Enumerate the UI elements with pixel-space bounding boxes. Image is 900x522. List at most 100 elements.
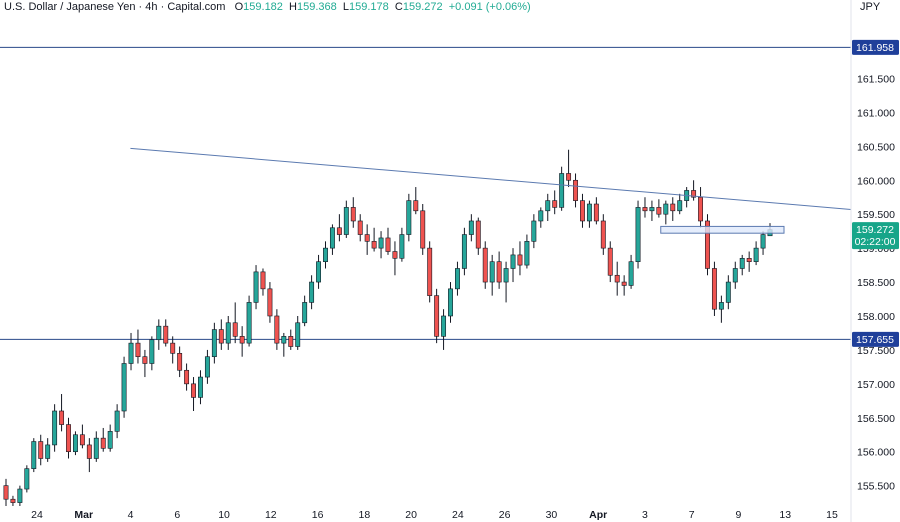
candle-body — [274, 315, 280, 344]
candle-body — [628, 261, 634, 286]
candle-body — [621, 281, 627, 286]
candle-body — [448, 288, 453, 317]
time-tick-label: 3 — [642, 509, 648, 521]
current-price-tag-bg — [852, 222, 899, 250]
candle-body — [468, 220, 474, 235]
candle-body — [218, 329, 224, 344]
candle-body — [545, 200, 551, 212]
candle-body — [323, 247, 328, 262]
candle-body — [93, 437, 99, 459]
time-tick-label: 12 — [265, 509, 277, 521]
candle-body — [475, 220, 481, 249]
price-tick-label: 158.000 — [857, 311, 895, 323]
candle-body — [649, 207, 655, 212]
candle-body — [406, 200, 412, 235]
candle-body — [59, 410, 65, 425]
candle-body — [573, 179, 578, 201]
price-tick-label: 157.500 — [857, 345, 895, 357]
level-tag-bottom-bg — [852, 331, 899, 347]
level-tag-top-text: 161.958 — [856, 42, 894, 54]
time-tick-label: Apr — [589, 509, 607, 521]
candle-body — [316, 261, 321, 283]
candle-body — [198, 376, 203, 398]
currency-label[interactable]: JPY — [860, 1, 881, 13]
candle-body — [385, 237, 391, 252]
candle-body — [503, 268, 509, 283]
candle-body — [3, 485, 9, 500]
candle-body — [698, 196, 703, 222]
candle-body — [746, 258, 752, 262]
candle-body — [635, 207, 641, 262]
candle-body — [705, 220, 710, 269]
time-tick-label: 4 — [128, 509, 134, 521]
candle-body — [38, 441, 44, 459]
candle-body — [204, 356, 210, 378]
candle-body — [52, 410, 58, 446]
candle-body — [656, 207, 662, 215]
high-value: 159.368 — [297, 1, 337, 13]
candle-body — [128, 342, 134, 364]
candle-body — [149, 339, 155, 364]
candle-body — [329, 227, 335, 249]
candle-body — [191, 383, 196, 398]
candle-body — [184, 369, 190, 385]
price-axis[interactable]: 155.500 156.000 156.500 157.000 157.500 158.0… — [857, 73, 895, 492]
price-tick-label: 157.000 — [857, 379, 895, 391]
candle-body — [177, 353, 183, 371]
time-axis[interactable]: 24 Mar 4 6 10 12 16 18 20 24 26 30 Apr 3 7 9 13 15 — [31, 509, 838, 521]
data-source-label: Capital.com — [167, 1, 226, 13]
candle-body — [427, 247, 433, 296]
level-tag-bottom-text: 157.655 — [856, 334, 894, 346]
symbol-name[interactable]: U.S. Dollar / Japanese Yen — [4, 1, 136, 13]
candle-body — [593, 203, 599, 222]
candle-body — [489, 261, 495, 283]
price-tick-label: 160.500 — [857, 141, 895, 153]
candle-body — [691, 190, 697, 198]
candle-body — [17, 488, 23, 503]
candle-body — [420, 210, 426, 249]
time-tick-label: 30 — [546, 509, 558, 521]
time-tick-label: 20 — [405, 509, 417, 521]
candle-body — [732, 268, 738, 283]
candle-body — [718, 302, 724, 310]
time-tick-label: 15 — [826, 509, 838, 521]
price-tick-label: 161.000 — [857, 107, 895, 119]
candle-body — [392, 251, 398, 259]
time-tick-label: 7 — [689, 509, 695, 521]
time-tick-label: Mar — [74, 509, 93, 521]
level-lines — [0, 46, 851, 340]
candle-body — [73, 434, 78, 453]
candle-body — [670, 203, 676, 212]
candle-body — [760, 234, 766, 249]
candle-body — [642, 207, 648, 212]
candle-body — [246, 302, 252, 344]
resistance-zone — [660, 225, 785, 234]
change-value: +0.091 (+0.06%) — [448, 1, 531, 13]
candle-body — [413, 200, 419, 212]
candle-body — [79, 434, 85, 446]
timeframe-label[interactable]: 4h — [145, 1, 158, 13]
candle-body — [288, 336, 294, 347]
candle-body — [461, 234, 467, 269]
open-value: 159.182 — [243, 1, 283, 13]
candles — [3, 149, 773, 506]
candle-body — [739, 258, 745, 269]
candle-body — [295, 322, 301, 347]
candle-body — [753, 247, 759, 262]
drawings — [130, 147, 852, 234]
candle-body — [580, 200, 585, 222]
candle-body — [142, 356, 148, 364]
price-tick-label: 161.500 — [857, 73, 895, 85]
time-tick-label: 6 — [174, 509, 180, 521]
candle-body — [86, 444, 92, 459]
candle-body — [121, 363, 127, 412]
trend-line — [130, 147, 852, 210]
price-tick-label: 160.000 — [857, 175, 895, 187]
candle-body — [66, 424, 71, 453]
candle-body — [253, 271, 259, 303]
candle-body — [225, 322, 231, 344]
candle-body — [135, 342, 141, 358]
